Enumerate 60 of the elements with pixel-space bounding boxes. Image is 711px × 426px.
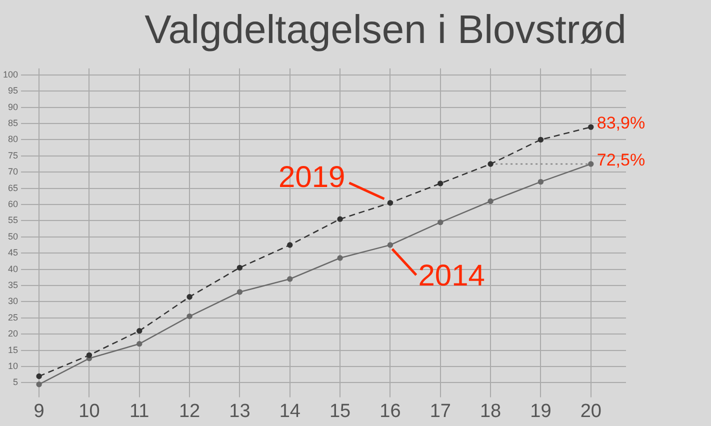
point [488, 161, 494, 167]
point [287, 276, 293, 282]
data-label: 72,5% [596, 150, 646, 170]
data-label: 83,9% [596, 114, 646, 133]
y-tick-label: 80 [8, 134, 18, 144]
y-tick-label: 100 [2, 69, 18, 80]
point [438, 219, 444, 226]
y-tick-label: 60 [8, 198, 18, 209]
y-tick-label: 75 [8, 150, 18, 160]
point [36, 373, 42, 380]
point [287, 242, 293, 248]
point [387, 242, 394, 248]
y-tick-label: 85 [8, 118, 18, 128]
y-tick-label: 45 [8, 248, 18, 258]
x-tick-label: 14 [279, 400, 301, 422]
y-tick-label: 70 [8, 166, 18, 177]
point [588, 124, 594, 130]
point [236, 289, 243, 295]
x-tick-label: 11 [130, 400, 150, 422]
x-tick-label: 16 [380, 400, 401, 422]
x-tick-label: 18 [480, 400, 502, 422]
x-tick-label: 9 [34, 400, 44, 422]
y-tick-label: 90 [8, 102, 18, 112]
point [136, 328, 142, 334]
y-tick-label: 25 [8, 312, 18, 322]
point [186, 313, 192, 320]
point [337, 216, 343, 222]
x-tick-label: 13 [229, 400, 250, 422]
point [588, 161, 594, 167]
y-tick-label: 15 [8, 344, 18, 355]
x-tick-label: 12 [178, 400, 200, 422]
y-tick-label: 10 [8, 361, 18, 371]
point [387, 200, 394, 206]
chart-title: Valgdeltagelsen i Blovstrød [144, 8, 628, 53]
y-tick-label: 95 [8, 86, 18, 96]
point [538, 178, 544, 185]
x-tick-label: 10 [78, 400, 100, 422]
series-label: 2019 [278, 161, 346, 194]
point [136, 340, 142, 347]
y-tick-label: 20 [8, 328, 18, 339]
x-tick-label: 20 [580, 400, 602, 422]
x-tick-label: 15 [329, 400, 351, 422]
point [36, 381, 42, 388]
point [186, 294, 192, 300]
y-tick-label: 55 [8, 215, 18, 226]
point [438, 180, 444, 186]
series-label: 2014 [418, 259, 485, 292]
point [488, 198, 494, 204]
point [236, 264, 243, 271]
y-tick-label: 40 [8, 264, 18, 274]
y-tick-label: 30 [8, 296, 18, 306]
y-tick-label: 5 [13, 377, 18, 388]
point [337, 255, 343, 261]
x-tick-label: 17 [430, 400, 451, 422]
y-tick-label: 65 [8, 182, 18, 193]
point [538, 136, 544, 143]
x-tick-label: 19 [530, 400, 552, 422]
point [86, 352, 92, 358]
y-tick-label: 50 [8, 231, 18, 242]
y-tick-label: 35 [8, 280, 18, 290]
